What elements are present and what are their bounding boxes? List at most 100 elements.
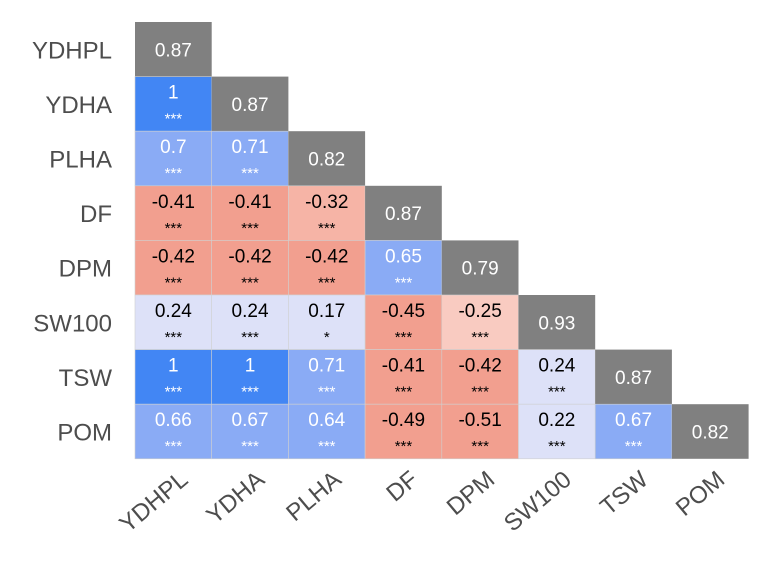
diagonal-value-sw100: 0.93: [538, 313, 575, 334]
cell-significance-pom-ydhpl: ***: [165, 438, 183, 455]
cell-value-plha-ydhpl: 0.7: [160, 137, 186, 158]
cell-pom-ydhpl: [134, 403, 212, 460]
cell-value-pom-tsw: 0.67: [615, 410, 652, 431]
cell-value-pom-df: -0.49: [382, 410, 425, 431]
cell-tsw-ydha: [211, 349, 289, 405]
cell-value-tsw-sw100: 0.24: [538, 356, 575, 377]
cell-plha-ydha: [211, 130, 289, 187]
cell-ydha-ydhpl: [134, 76, 212, 132]
cell-dpm-ydha: [211, 240, 289, 296]
diagonal-cell-ydhpl: [135, 22, 212, 77]
cell-value-sw100-ydhpl: 0.24: [155, 301, 192, 322]
cell-value-dpm-ydha: -0.42: [228, 246, 271, 267]
row-labels: YDHPL YDHA PLHA DF DPM SW100 TSW POM: [32, 37, 112, 446]
cell-significance-df-ydhpl: ***: [165, 220, 183, 237]
cell-df-plha: [288, 185, 366, 241]
cell-significance-tsw-df: ***: [395, 384, 413, 401]
cell-significance-pom-tsw: ***: [625, 438, 643, 455]
cell-value-tsw-df: -0.41: [382, 356, 425, 377]
diagonal-value-ydha: 0.87: [232, 95, 269, 116]
column-label-ydha: YDHA: [201, 466, 269, 530]
cell-significance-pom-plha: ***: [318, 438, 336, 455]
cell-value-pom-dpm: -0.51: [458, 410, 501, 431]
diagonal-cell-ydha: [211, 76, 289, 132]
cell-dpm-ydhpl: [134, 240, 212, 296]
cell-value-sw100-df: -0.45: [382, 301, 425, 322]
diagonal-cell-tsw: [595, 349, 672, 405]
row-label-dpm: DPM: [59, 256, 112, 283]
diagonal-value-plha: 0.82: [308, 150, 345, 171]
cell-sw100-df: [364, 294, 443, 350]
cell-pom-sw100: [518, 403, 596, 460]
cell-significance-tsw-plha: ***: [318, 384, 336, 401]
cell-value-tsw-ydha: 1: [245, 356, 256, 377]
diagonal-value-tsw: 0.87: [615, 368, 652, 389]
cell-pom-df: [364, 403, 443, 460]
cell-tsw-sw100: [518, 349, 596, 405]
cell-significance-sw100-dpm: ***: [471, 329, 489, 346]
cell-significance-dpm-plha: ***: [318, 274, 336, 291]
cell-value-sw100-dpm: -0.25: [458, 301, 501, 322]
column-label-df: DF: [381, 466, 423, 507]
cell-value-dpm-plha: -0.42: [305, 246, 348, 267]
cell-value-df-plha: -0.32: [305, 192, 348, 213]
diagonal-value-df: 0.87: [385, 204, 422, 225]
diagonal-value-ydhpl: 0.87: [155, 40, 192, 61]
row-label-df: DF: [80, 201, 112, 228]
cell-significance-pom-df: ***: [395, 438, 413, 455]
cell-significance-df-ydha: ***: [241, 220, 259, 237]
cell-value-plha-ydha: 0.71: [232, 137, 269, 158]
cell-value-tsw-ydhpl: 1: [168, 356, 179, 377]
heatmap-cells: 0.87 1 *** 0.87 0.7 *** 0.71 *** 0.82 -0.41 *** -0.…: [134, 22, 749, 460]
cell-pom-dpm: [441, 403, 519, 460]
diagonal-cell-df: [365, 185, 442, 241]
cell-value-df-ydha: -0.41: [228, 192, 271, 213]
row-label-plha: PLHA: [49, 147, 112, 174]
cell-pom-tsw: [594, 403, 673, 460]
row-label-pom: POM: [57, 420, 112, 447]
diagonal-cell-sw100: [518, 295, 596, 350]
cell-significance-plha-ydhpl: ***: [165, 165, 183, 182]
diagonal-cell-dpm: [441, 240, 519, 295]
row-label-sw100: SW100: [33, 310, 112, 337]
cell-significance-sw100-df: ***: [395, 329, 413, 346]
cell-pom-ydha: [211, 403, 289, 460]
cell-significance-plha-ydha: ***: [241, 165, 259, 182]
cell-significance-sw100-ydhpl: ***: [165, 329, 183, 346]
cell-significance-tsw-ydhpl: ***: [165, 384, 183, 401]
cell-tsw-df: [364, 349, 443, 405]
row-label-tsw: TSW: [59, 365, 113, 392]
cell-tsw-dpm: [441, 349, 519, 405]
cell-value-dpm-df: 0.65: [385, 246, 422, 267]
cell-significance-tsw-dpm: ***: [471, 384, 489, 401]
cell-tsw-plha: [288, 349, 366, 405]
cell-sw100-plha: [288, 294, 366, 350]
cell-value-pom-ydhpl: 0.66: [155, 410, 192, 431]
diagonal-value-dpm: 0.79: [462, 259, 499, 280]
cell-value-tsw-plha: 0.71: [308, 356, 345, 377]
cell-significance-df-plha: ***: [318, 220, 336, 237]
cell-value-sw100-plha: 0.17: [308, 301, 345, 322]
cell-significance-dpm-df: ***: [395, 274, 413, 291]
cell-dpm-df: [364, 240, 443, 296]
cell-value-ydha-ydhpl: 1: [168, 83, 179, 104]
row-label-ydha: YDHA: [45, 92, 112, 119]
column-label-ydhpl: YDHPL: [115, 466, 194, 538]
cell-significance-pom-ydha: ***: [241, 438, 259, 455]
cell-sw100-ydhpl: [134, 294, 212, 350]
cell-sw100-dpm: [441, 294, 519, 350]
cell-significance-pom-dpm: ***: [471, 438, 489, 455]
column-label-plha: PLHA: [281, 466, 346, 527]
cell-tsw-ydhpl: [134, 349, 212, 405]
diagonal-value-pom: 0.82: [692, 423, 729, 444]
cell-significance-tsw-sw100: ***: [548, 384, 566, 401]
column-labels: YDHPL YDHA PLHA DF DPM SW100 TSW POM: [115, 466, 731, 538]
cell-sw100-ydha: [211, 294, 289, 350]
cell-value-dpm-ydhpl: -0.42: [152, 246, 195, 267]
cell-significance-pom-sw100: ***: [548, 438, 566, 455]
cell-pom-plha: [288, 403, 366, 460]
column-label-sw100: SW100: [499, 466, 577, 537]
row-label-ydhpl: YDHPL: [32, 37, 112, 64]
cell-significance-dpm-ydha: ***: [241, 274, 259, 291]
